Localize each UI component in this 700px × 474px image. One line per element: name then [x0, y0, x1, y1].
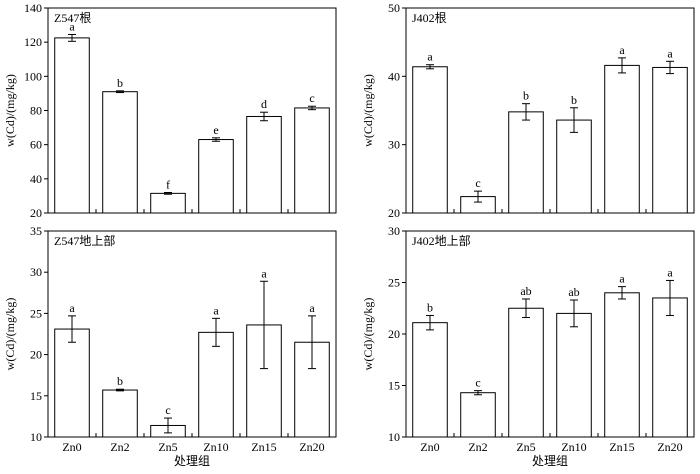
bar — [246, 115, 282, 214]
bar — [54, 328, 90, 438]
y-tick-label: 40 — [388, 69, 400, 83]
bar — [102, 91, 138, 214]
x-axis-title: 处理组 — [532, 454, 568, 468]
plot-frame — [405, 7, 695, 214]
x-tick-label: Zn0 — [420, 440, 439, 454]
y-tick-label: 10 — [388, 430, 400, 444]
x-tick-label: Zn0 — [62, 440, 81, 454]
bar — [198, 139, 234, 214]
significance-letter: a — [213, 303, 219, 317]
y-tick-label: 50 — [388, 1, 400, 15]
plot-frame — [405, 230, 695, 438]
chart-panel-4: b c ab ab a a 10 15 20 25 30 Zn0 Zn2 Zn5 Zn10 Zn15 Zn20 处… — [361, 224, 695, 468]
significance-letter: b — [571, 93, 577, 107]
panel-label: J402根 — [412, 11, 447, 25]
y-axis-title: w(Cd)/(mg/kg) — [361, 298, 375, 371]
chart-panel-3: a b c a a a 10 15 20 25 30 35 Zn0 Zn2 Zn5 Zn10 Zn15 Zn20 处… — [3, 224, 337, 468]
significance-letter: b — [523, 89, 529, 103]
plot-frame — [47, 7, 337, 214]
bar — [412, 66, 448, 214]
y-tick-label: 20 — [30, 206, 42, 220]
x-tick-label: Zn10 — [561, 440, 586, 454]
bar — [198, 331, 234, 438]
panel-label: Z547地上部 — [54, 233, 115, 248]
significance-letter: b — [427, 300, 433, 314]
y-tick-label: 30 — [388, 224, 400, 238]
bar — [294, 107, 330, 214]
y-tick-label: 30 — [388, 138, 400, 152]
chart-panel-2: a c b b a a 20 30 40 50 w(Cd)/(mg/kg) J402根 — [361, 1, 695, 220]
significance-letter: a — [619, 43, 625, 57]
y-tick-label: 80 — [30, 104, 42, 118]
significance-letter: f — [166, 178, 170, 192]
y-tick-label: 30 — [30, 265, 42, 279]
x-tick-label: Zn15 — [609, 440, 634, 454]
plot-frame — [47, 230, 337, 438]
panel-label: Z547根 — [54, 11, 91, 25]
y-tick-label: 40 — [30, 172, 42, 186]
x-tick-label: Zn15 — [251, 440, 276, 454]
bar — [652, 297, 688, 438]
bar — [150, 192, 186, 214]
significance-letter: b — [117, 76, 123, 90]
bar — [556, 312, 592, 438]
significance-letter: a — [427, 50, 433, 64]
x-tick-label: Zn20 — [657, 440, 682, 454]
y-tick-label: 20 — [388, 327, 400, 341]
bar — [604, 64, 640, 214]
y-tick-label: 60 — [30, 138, 42, 152]
bar — [508, 111, 544, 214]
significance-letter: c — [475, 376, 480, 390]
y-tick-label: 140 — [24, 1, 42, 15]
significance-letter: ab — [568, 285, 579, 299]
significance-letter: c — [309, 91, 314, 105]
significance-letter: a — [69, 19, 75, 33]
significance-letter: a — [667, 265, 673, 279]
y-tick-label: 10 — [30, 430, 42, 444]
chart-panel-1: a b f e d c 20 40 60 80 100 120 140 w(Cd)/(mg/kg) Z547… — [3, 1, 337, 220]
significance-letter: b — [117, 374, 123, 388]
bar — [508, 307, 544, 438]
y-axis-title: w(Cd)/(mg/kg) — [3, 298, 17, 371]
x-tick-label: Zn2 — [110, 440, 129, 454]
bar — [54, 37, 90, 214]
bar — [652, 66, 688, 214]
y-tick-label: 25 — [30, 306, 42, 320]
y-tick-label: 100 — [24, 69, 42, 83]
panel-label: J402地上部 — [412, 233, 471, 248]
bar — [604, 292, 640, 438]
bar — [460, 392, 496, 438]
y-tick-label: 15 — [30, 389, 42, 403]
significance-letter: a — [69, 301, 75, 315]
y-tick-label: 15 — [388, 379, 400, 393]
bar — [556, 119, 592, 214]
x-tick-label: Zn5 — [516, 440, 535, 454]
x-tick-label: Zn2 — [468, 440, 487, 454]
significance-letter: e — [213, 123, 218, 137]
y-tick-label: 20 — [388, 206, 400, 220]
y-tick-label: 35 — [30, 224, 42, 238]
significance-letter: ab — [520, 284, 531, 298]
bar — [102, 389, 138, 438]
y-axis-title: w(Cd)/(mg/kg) — [361, 74, 375, 147]
y-tick-label: 20 — [30, 348, 42, 362]
x-tick-label: Zn5 — [158, 440, 177, 454]
x-tick-label: Zn10 — [203, 440, 228, 454]
x-axis-title: 处理组 — [174, 454, 210, 468]
significance-letter: a — [309, 301, 315, 315]
bar — [412, 322, 448, 438]
significance-letter: d — [261, 97, 267, 111]
significance-letter: a — [619, 272, 625, 286]
y-tick-label: 25 — [388, 276, 400, 290]
significance-letter: c — [475, 176, 480, 190]
y-axis-title: w(Cd)/(mg/kg) — [3, 74, 17, 147]
y-tick-label: 120 — [24, 35, 42, 49]
significance-letter: a — [667, 46, 673, 60]
significance-letter: a — [261, 266, 267, 280]
x-tick-label: Zn20 — [299, 440, 324, 454]
significance-letter: c — [165, 403, 170, 417]
